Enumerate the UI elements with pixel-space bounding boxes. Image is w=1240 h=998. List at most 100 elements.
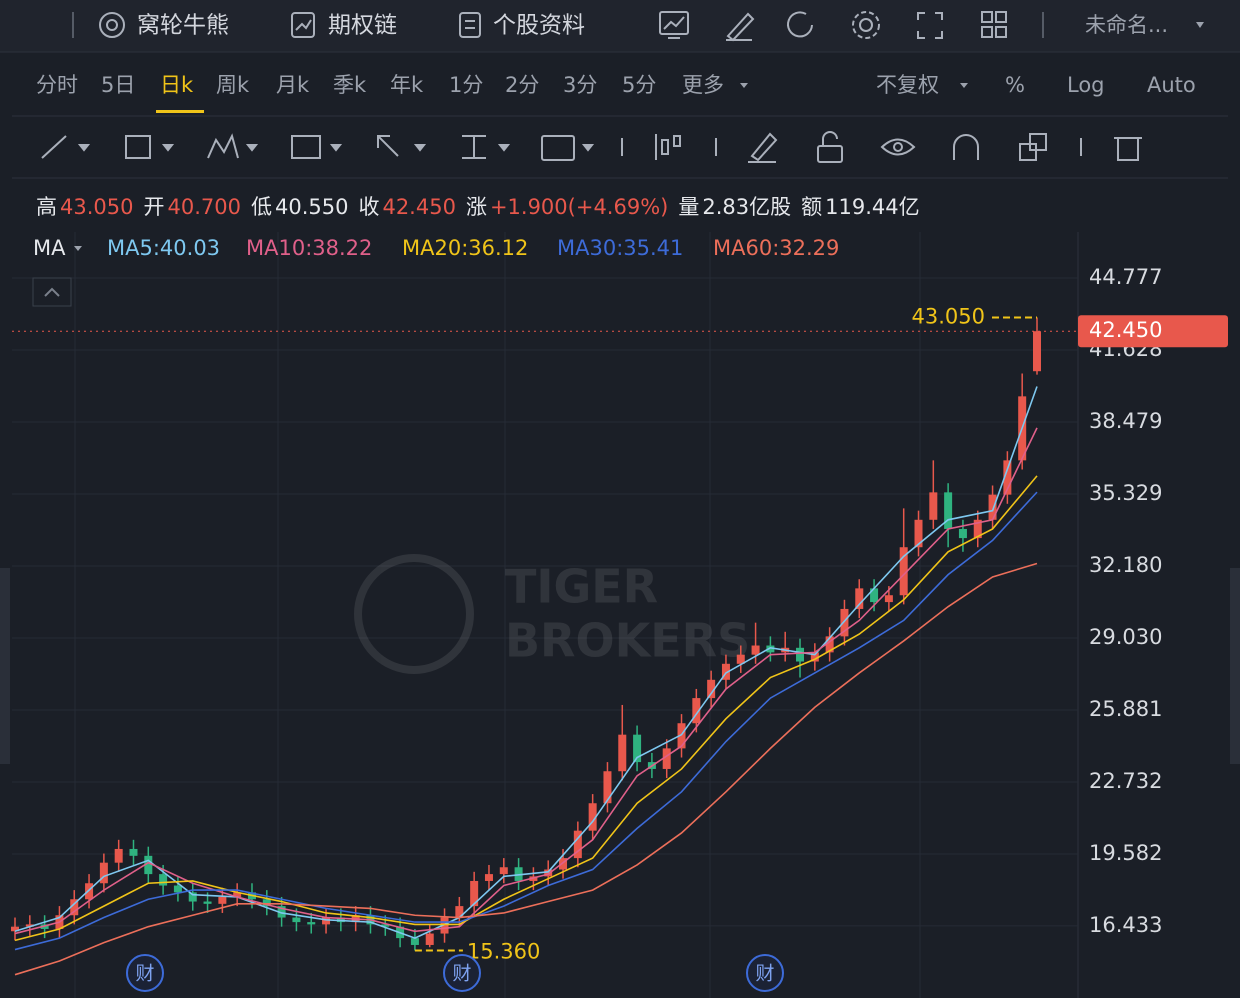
candle-body	[603, 771, 612, 804]
watermark-text: BROKERS	[505, 614, 750, 668]
toolbar-item[interactable]: 窝轮牛熊	[137, 13, 229, 39]
chart-option[interactable]: Auto	[1147, 73, 1196, 97]
candle-body	[944, 492, 953, 529]
candle-body	[618, 734, 627, 772]
period-tab[interactable]: 周k	[216, 73, 250, 97]
event-marker[interactable]	[746, 954, 784, 992]
y-tick-label: 38.479	[1089, 409, 1162, 433]
candle-body	[825, 636, 834, 653]
candle-body	[455, 906, 464, 918]
legend-entry: MA5:40.03	[107, 236, 220, 260]
candle-body	[884, 595, 893, 603]
candle-body	[277, 906, 286, 918]
y-tick-label: 32.180	[1089, 553, 1162, 577]
event-label[interactable]: 财	[135, 963, 154, 985]
period-tab[interactable]: 5分	[622, 73, 656, 97]
top-icons	[99, 11, 1007, 42]
toolbar-bg	[0, 52, 1240, 178]
workspace-name[interactable]: 未命名...	[1085, 13, 1168, 37]
candle-body	[840, 608, 849, 637]
quote-label: 收	[358, 195, 379, 219]
candle-body	[796, 647, 805, 662]
candle-body	[25, 924, 34, 927]
period-tab[interactable]: 日k	[160, 73, 194, 97]
watermark-logo	[354, 554, 474, 674]
y-tick-label: 29.030	[1089, 625, 1162, 649]
period-tab[interactable]: 5日	[101, 73, 135, 97]
ma-label[interactable]: MA	[33, 236, 66, 260]
quote-value: 40.700	[167, 195, 240, 219]
legend-entry: MA60:32.29	[713, 236, 839, 260]
toolbar-item[interactable]: 期权链	[328, 13, 397, 39]
quote-value: +1.900(+4.69%)	[490, 195, 668, 219]
period-tab[interactable]: 3分	[563, 73, 597, 97]
min-label: 15.360	[467, 939, 540, 963]
candle-body	[233, 892, 242, 897]
caret	[1196, 22, 1204, 28]
event-marker[interactable]	[443, 954, 481, 992]
period-tab[interactable]: 季k	[333, 73, 367, 97]
event-label[interactable]: 财	[755, 963, 774, 985]
caret	[740, 83, 748, 88]
quote-label: 开	[143, 195, 164, 219]
left-edge-tab[interactable]	[0, 568, 10, 764]
period-tab[interactable]: 2分	[505, 73, 539, 97]
quote-label: 高	[36, 195, 57, 219]
candle-body	[470, 880, 479, 907]
candle-body	[188, 892, 197, 902]
caret	[960, 83, 968, 88]
candle-body	[99, 862, 108, 884]
y-tick-label: 44.777	[1089, 265, 1162, 289]
quote-value: 40.550	[275, 195, 348, 219]
candle-body	[173, 885, 182, 893]
candle-body	[159, 874, 168, 886]
candle-body	[707, 679, 716, 699]
period-tab[interactable]: 分时	[36, 73, 78, 97]
candle-body	[751, 645, 760, 655]
chart-option[interactable]: 不复权	[876, 73, 939, 97]
candle-body	[1033, 331, 1041, 372]
watermark-text: TIGER	[505, 560, 658, 614]
candle-body	[870, 588, 879, 603]
right-edge-tab[interactable]	[1230, 568, 1240, 764]
collapse-button[interactable]	[32, 277, 72, 307]
period-tab[interactable]: 更多	[682, 73, 724, 97]
y-tick-label: 16.433	[1089, 913, 1162, 937]
candle-body	[766, 645, 775, 653]
candle-body	[203, 901, 212, 904]
candle-body	[70, 899, 79, 916]
candle-body	[559, 858, 568, 870]
period-tab[interactable]: 1分	[449, 73, 483, 97]
quote-value: 119.44亿	[825, 195, 919, 219]
chart-option[interactable]: %	[1005, 73, 1025, 97]
quote-label: 涨	[466, 195, 487, 219]
candle-body	[662, 748, 671, 769]
candle-body	[899, 547, 908, 596]
candle-body	[129, 848, 138, 856]
candle-body	[307, 922, 316, 925]
candle-body	[410, 938, 419, 945]
event-label[interactable]: 财	[452, 963, 471, 985]
toolbar-item[interactable]: 个股资料	[493, 13, 585, 39]
candle-body	[988, 494, 997, 520]
candle-body	[973, 519, 982, 539]
candle-body	[914, 519, 923, 548]
candle-body	[425, 933, 434, 945]
y-tick-label: 25.881	[1089, 697, 1162, 721]
price-tag-label: 42.450	[1089, 318, 1162, 342]
quote-value: 42.450	[382, 195, 455, 219]
period-tab[interactable]: 月k	[276, 73, 310, 97]
chart-option[interactable]: Log	[1067, 73, 1105, 97]
period-tab[interactable]: 年k	[390, 73, 424, 97]
candle-body	[11, 926, 19, 932]
candle-body	[484, 874, 493, 881]
chart: 16.433 19.582 22.732 25.881 29.030 32.180 35.3…	[0, 232, 1240, 998]
candle-body	[381, 924, 390, 927]
legend-entry: MA30:35.41	[557, 236, 683, 260]
event-marker[interactable]	[126, 954, 164, 992]
drawing-tools	[41, 131, 1142, 163]
candle-body	[855, 588, 864, 609]
candle-body	[677, 723, 686, 749]
quote-label: 低	[251, 195, 272, 219]
